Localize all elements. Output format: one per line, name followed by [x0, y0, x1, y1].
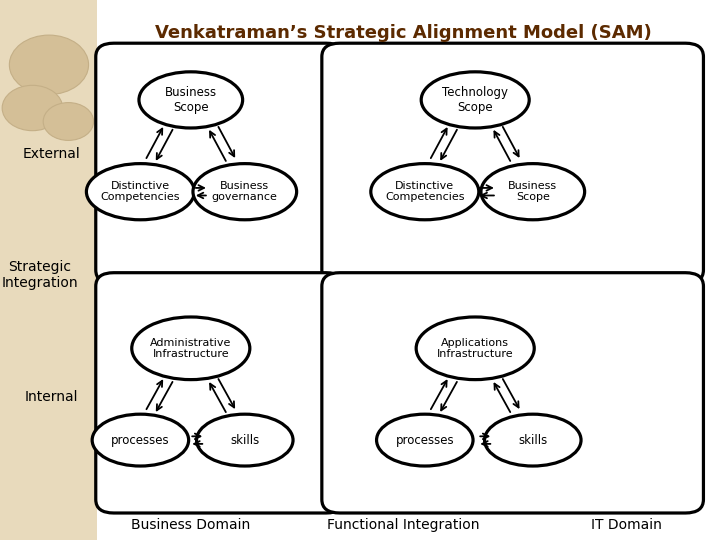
Ellipse shape — [481, 164, 585, 220]
Text: processes: processes — [395, 434, 454, 447]
Text: Internal: Internal — [25, 390, 78, 404]
Ellipse shape — [197, 414, 293, 466]
Text: Business
Scope: Business Scope — [508, 181, 557, 202]
Text: skills: skills — [518, 434, 547, 447]
Text: IT Domain: IT Domain — [591, 518, 662, 532]
Text: Business
governance: Business governance — [212, 181, 278, 202]
FancyBboxPatch shape — [96, 273, 344, 513]
Ellipse shape — [421, 72, 529, 128]
Text: Technology
Scope: Technology Scope — [442, 86, 508, 114]
FancyBboxPatch shape — [96, 43, 344, 284]
Text: External: External — [23, 147, 81, 161]
Ellipse shape — [86, 164, 194, 220]
Circle shape — [9, 35, 89, 94]
Text: Administrative
Infrastructure: Administrative Infrastructure — [150, 338, 232, 359]
Circle shape — [2, 85, 63, 131]
Ellipse shape — [371, 164, 479, 220]
Ellipse shape — [377, 414, 473, 466]
FancyBboxPatch shape — [322, 273, 703, 513]
Ellipse shape — [485, 414, 581, 466]
Text: Distinctive
Competencies: Distinctive Competencies — [101, 181, 180, 202]
Ellipse shape — [416, 317, 534, 380]
Ellipse shape — [139, 72, 243, 128]
Text: Functional Integration: Functional Integration — [327, 518, 480, 532]
Text: Business
Scope: Business Scope — [165, 86, 217, 114]
Ellipse shape — [132, 317, 250, 380]
Ellipse shape — [92, 414, 189, 466]
Text: Venkatraman’s Strategic Alignment Model (SAM): Venkatraman’s Strategic Alignment Model … — [155, 24, 652, 42]
Text: Distinctive
Competencies: Distinctive Competencies — [385, 181, 464, 202]
Ellipse shape — [193, 164, 297, 220]
Circle shape — [43, 103, 94, 140]
Text: skills: skills — [230, 434, 259, 447]
Text: Applications
Infrastructure: Applications Infrastructure — [437, 338, 513, 359]
Text: Strategic
Integration: Strategic Integration — [1, 260, 78, 291]
FancyBboxPatch shape — [0, 0, 97, 540]
Text: processes: processes — [111, 434, 170, 447]
Text: Business Domain: Business Domain — [131, 518, 251, 532]
FancyBboxPatch shape — [322, 43, 703, 284]
